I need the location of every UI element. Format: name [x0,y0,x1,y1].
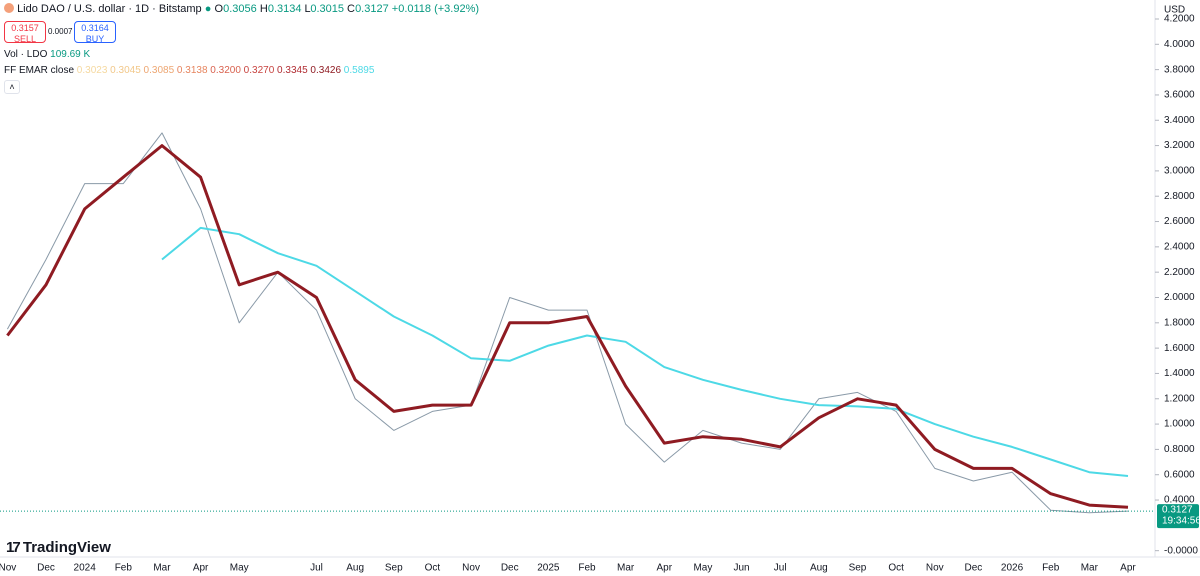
y-tick-label: 2.4000 [1164,241,1195,252]
x-tick-label: Apr [656,563,672,574]
y-tick-label: 3.2000 [1164,140,1195,151]
symbol[interactable]: Lido DAO / U.S. dollar · 1D · Bitstamp [17,3,202,15]
logo: 17 TradingView [6,539,111,556]
y-tick-label: 3.4000 [1164,115,1195,126]
ohlc-label: H [259,3,268,15]
x-tick-label: Nov [0,563,16,574]
buy-price: 0.3164 [81,23,109,33]
ohlc-label: C [347,3,355,15]
indicator-value: 0.3138 [176,65,208,76]
collapse-button[interactable]: ˄ [4,80,20,94]
indicator-value: 0.3426 [310,65,342,76]
x-tick-label: Dec [965,563,983,574]
x-tick-label: Dec [501,563,519,574]
y-tick-label: 4.2000 [1164,14,1195,25]
x-tick-label: Jul [310,563,323,574]
y-tick-label: 2.2000 [1164,267,1195,278]
x-tick-label: Feb [578,563,596,574]
x-tick-label: Mar [1081,563,1099,574]
x-tick-label: Mar [617,563,635,574]
ohlc-label: O [214,3,224,15]
x-tick-label: May [230,563,249,574]
x-tick-label: Jun [733,563,749,574]
volume-value: 109.69 K [50,49,91,60]
last-price-tag [1157,504,1199,529]
y-tick-label: 2.8000 [1164,191,1195,202]
buy-button[interactable]: 0.3164 BUY [74,21,116,44]
indicator-value: 0.3023 [76,65,108,76]
x-tick-label: Jul [774,563,787,574]
y-tick-label: 2.0000 [1164,292,1195,303]
y-tick-label: 3.0000 [1164,166,1195,177]
indicator-value: 0.3085 [143,65,175,76]
x-tick-label: Oct [888,563,904,574]
sell-button[interactable]: 0.3157 SELL [4,21,46,44]
buy-label: BUY [85,34,105,44]
countdown: 19:34:56 [1162,516,1200,527]
symbol-icon [4,3,14,13]
x-tick-label: Nov [462,563,480,574]
x-tick-label: Feb [1042,563,1060,574]
ohlc-label: L [304,3,311,15]
spread: 0.0007 [48,27,73,36]
indicator-value: 0.3045 [110,65,141,76]
ohlc-value: 0.3015 [310,3,344,15]
x-tick-label: Oct [425,563,441,574]
x-tick-label: May [693,563,712,574]
y-tick-label: 3.8000 [1164,64,1195,75]
x-tick-label: Dec [37,563,55,574]
y-tick-label: 1.2000 [1164,393,1195,404]
indicator-value: 0.3270 [243,65,275,76]
x-tick-label: Sep [385,563,403,574]
indicator-legend[interactable]: FF EMAR close 0.3023 0.3045 0.3085 0.313… [4,65,374,76]
series-line [161,226,1129,477]
y-tick-label: 1.6000 [1164,343,1195,354]
x-tick-label: 2024 [74,563,97,574]
volume-legend[interactable]: Vol · LDO 109.69 K [4,49,90,60]
ohlc-value: 0.3056 [223,3,257,15]
x-tick-label: Mar [153,563,171,574]
y-tick-label: 0.6000 [1164,469,1195,480]
y-tick-label: 3.6000 [1164,90,1195,101]
y-tick-label: 0.4000 [1164,495,1195,506]
x-tick-label: 2026 [1001,563,1024,574]
x-tick-label: Nov [926,563,944,574]
y-tick-label: -0.0000 [1164,545,1198,556]
x-tick-label: 2025 [537,563,560,574]
x-tick-label: Apr [1120,563,1136,574]
indicator-value: 0.3345 [277,65,308,76]
x-tick-label: Feb [115,563,133,574]
change: +0.0118 (+3.92%) [391,3,480,15]
indicator-label: FF EMAR close [4,65,75,76]
sell-label: SELL [13,34,37,44]
sell-price: 0.3157 [11,23,39,33]
symbol-row: Lido DAO / U.S. dollar · 1D · Bitstamp ●… [4,3,479,15]
indicator-value: 0.3200 [210,65,241,76]
series-line [6,132,1129,514]
y-tick-label: 1.4000 [1164,368,1195,379]
x-tick-label: Sep [849,563,867,574]
ohlc-value: 0.3127 [355,3,389,15]
plot: 4.2000 4.0000 3.8000 3.6000 3.4000 3.2000 3.00… [0,14,1200,574]
y-tick-label: 1.8000 [1164,317,1195,328]
y-tick-label: 0.8000 [1164,444,1195,455]
x-tick-label: Apr [193,563,209,574]
logo-text: TradingView [22,539,111,556]
volume-label: Vol · LDO [4,49,48,60]
ohlc-value: 0.3134 [267,3,302,15]
indicator-value: 0.5895 [343,65,375,76]
y-tick-label: 4.0000 [1164,39,1195,50]
last-price-label: 0.3127 [1162,505,1193,516]
y-tick-label: 1.0000 [1164,419,1195,430]
series-line [6,144,1129,509]
ohlc: O 0.3056 H 0.3134 L 0.3015 C 0.3127 [214,3,391,15]
x-tick-label: Aug [810,563,828,574]
currency[interactable]: USD [1164,5,1185,16]
y-tick-label: 2.6000 [1164,216,1195,227]
x-tick-label: Aug [346,563,364,574]
